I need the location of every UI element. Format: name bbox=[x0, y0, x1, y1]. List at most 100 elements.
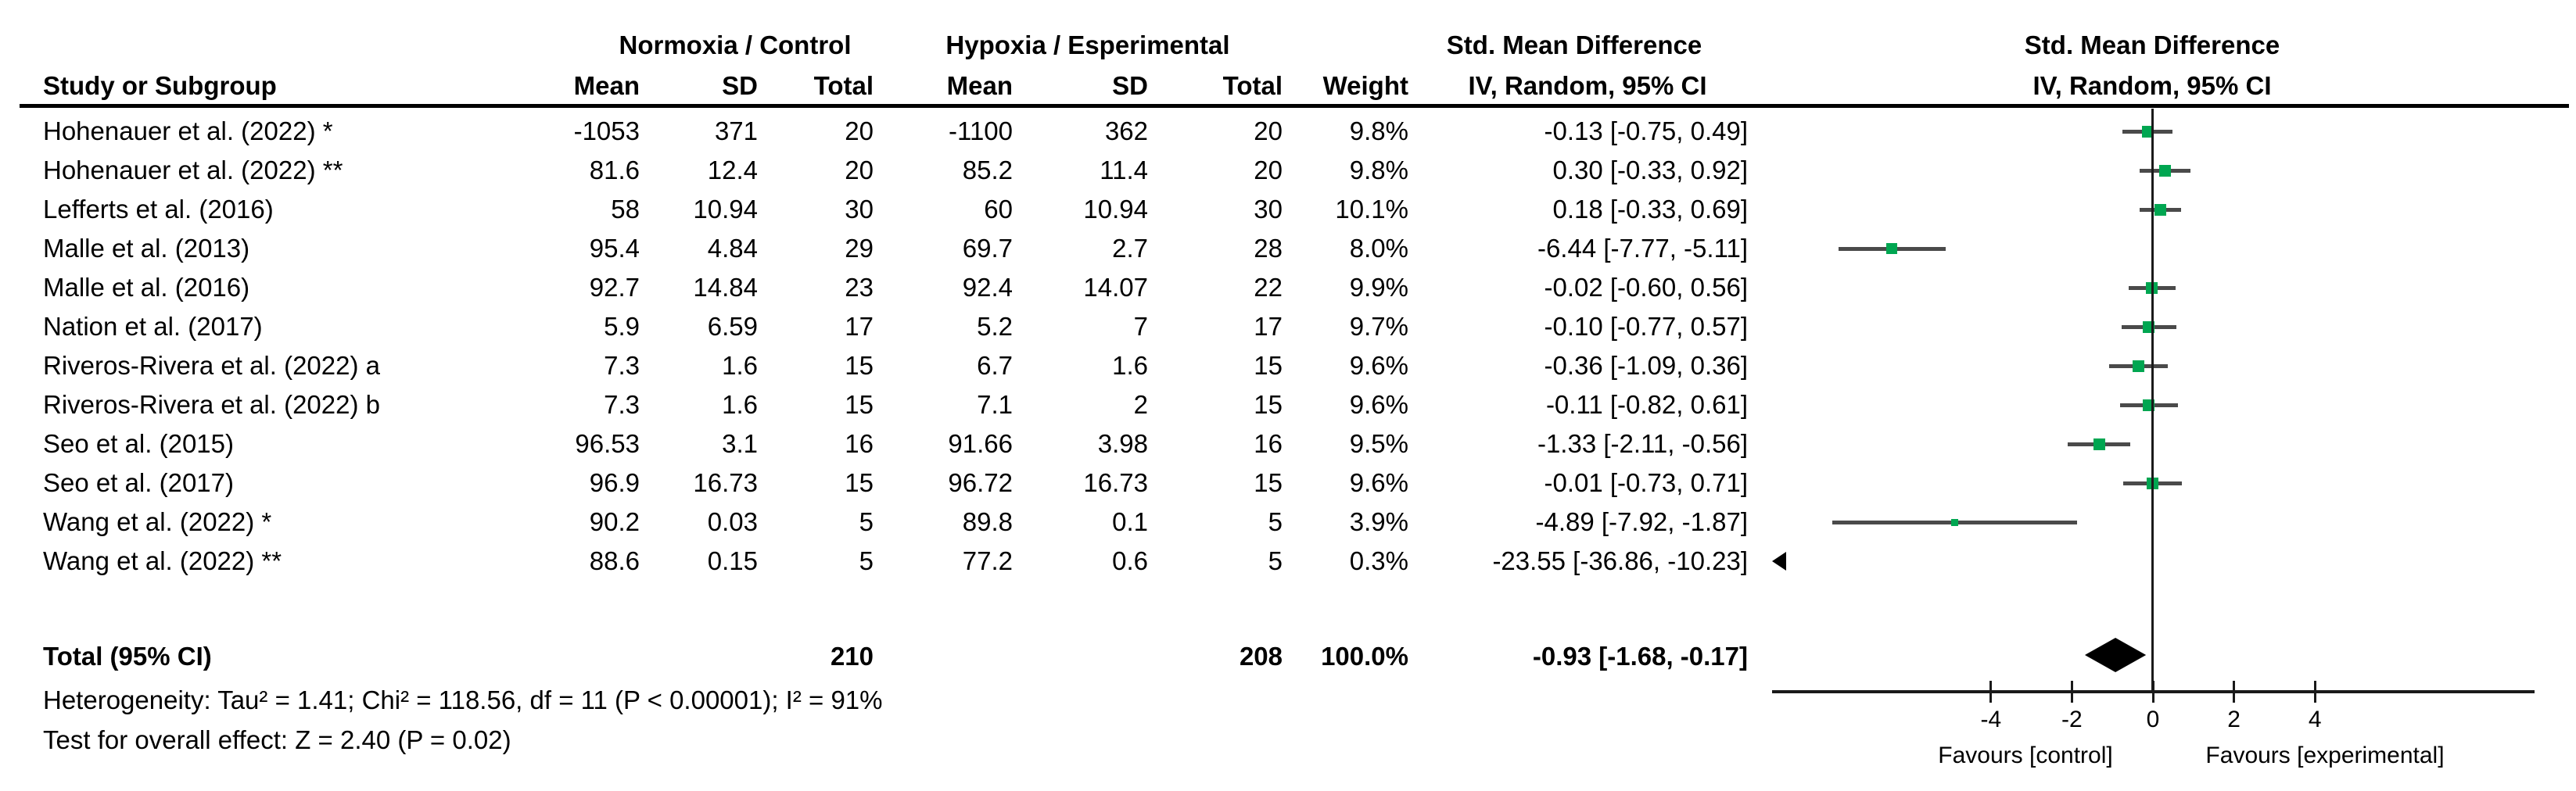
weight-cell: 3.9% bbox=[1349, 507, 1408, 536]
group-header-hypoxia-experimental: Hypoxia / Esperimental bbox=[945, 30, 1230, 59]
control-mean-cell: 88.6 bbox=[589, 546, 640, 575]
control-total-cell: 5 bbox=[859, 507, 874, 536]
control-sd-cell: 16.73 bbox=[693, 468, 758, 497]
control-sd-cell: 371 bbox=[714, 116, 758, 145]
control-total-cell: 20 bbox=[845, 116, 874, 145]
control-total-cell: 15 bbox=[845, 351, 874, 380]
experimental-total-cell: 5 bbox=[1268, 507, 1283, 536]
effect-square bbox=[1886, 243, 1898, 254]
experimental-total-cell: 30 bbox=[1254, 195, 1283, 224]
control-mean-cell: 96.9 bbox=[589, 468, 640, 497]
x-axis-tick bbox=[2233, 681, 2236, 703]
axis-tick-label: 4 bbox=[2308, 707, 2322, 732]
study-label: Malle et al. (2016) bbox=[43, 273, 250, 302]
control-total-cell: 15 bbox=[845, 390, 874, 419]
ci-text-cell: -0.10 [-0.77, 0.57] bbox=[1544, 312, 1748, 341]
x-axis-tick bbox=[2070, 681, 2073, 703]
experimental-total-cell: 20 bbox=[1254, 116, 1283, 145]
experimental-sd-cell: 0.1 bbox=[1112, 507, 1148, 536]
group-header-normoxia-control: Normoxia / Control bbox=[619, 30, 852, 59]
experimental-sd-cell: 2 bbox=[1133, 390, 1148, 419]
weight-cell: 0.3% bbox=[1349, 546, 1408, 575]
control-total-cell: 15 bbox=[845, 468, 874, 497]
study-label: Wang et al. (2022) ** bbox=[43, 546, 282, 575]
axis-tick-label: 2 bbox=[2227, 707, 2241, 732]
zero-line bbox=[2151, 109, 2154, 692]
study-label: Hohenauer et al. (2022) * bbox=[43, 116, 333, 145]
plot-header-method: IV, Random, 95% CI bbox=[2032, 71, 2272, 100]
weight-cell: 8.0% bbox=[1349, 234, 1408, 263]
column-header-weight: Weight bbox=[1322, 71, 1408, 100]
study-label: Seo et al. (2015) bbox=[43, 429, 234, 458]
column-header-sd-1: SD bbox=[722, 71, 758, 100]
experimental-total-cell: 20 bbox=[1254, 156, 1283, 184]
effect-square bbox=[2093, 438, 2105, 450]
ci-text-cell: -23.55 [-36.86, -10.23] bbox=[1492, 546, 1748, 575]
axis-tick-label: 0 bbox=[2146, 707, 2160, 732]
experimental-total-cell: 16 bbox=[1254, 429, 1283, 458]
column-header-study: Study or Subgroup bbox=[43, 71, 277, 100]
control-sd-cell: 14.84 bbox=[693, 273, 758, 302]
control-total-cell: 5 bbox=[859, 546, 874, 575]
experimental-mean-cell: 6.7 bbox=[977, 351, 1013, 380]
weight-cell: 9.6% bbox=[1349, 468, 1408, 497]
total-n-control: 210 bbox=[830, 642, 874, 671]
control-mean-cell: 95.4 bbox=[589, 234, 640, 263]
experimental-mean-cell: 7.1 bbox=[977, 390, 1013, 419]
control-sd-cell: 3.1 bbox=[722, 429, 758, 458]
favours-experimental-label: Favours [experimental] bbox=[2205, 743, 2445, 768]
column-header-mean-1: Mean bbox=[573, 71, 640, 100]
heterogeneity-note: Heterogeneity: Tau² = 1.41; Chi² = 118.5… bbox=[43, 685, 883, 714]
effect-square bbox=[2154, 203, 2166, 216]
experimental-sd-cell: 16.73 bbox=[1083, 468, 1148, 497]
study-label: Lefferts et al. (2016) bbox=[43, 195, 274, 224]
experimental-mean-cell: 85.2 bbox=[962, 156, 1013, 184]
effect-square bbox=[2132, 360, 2144, 372]
control-total-cell: 23 bbox=[845, 273, 874, 302]
weight-cell: 9.8% bbox=[1349, 116, 1408, 145]
axis-tick-label: -4 bbox=[1980, 707, 2002, 732]
control-mean-cell: 7.3 bbox=[604, 351, 640, 380]
column-header-total-1: Total bbox=[813, 71, 874, 100]
x-axis-tick bbox=[2151, 681, 2154, 703]
control-mean-cell: 90.2 bbox=[589, 507, 640, 536]
experimental-total-cell: 15 bbox=[1254, 390, 1283, 419]
experimental-mean-cell: 89.8 bbox=[962, 507, 1013, 536]
weight-cell: 9.6% bbox=[1349, 390, 1408, 419]
column-header-total-2: Total bbox=[1222, 71, 1283, 100]
control-total-cell: 20 bbox=[845, 156, 874, 184]
control-sd-cell: 6.59 bbox=[707, 312, 758, 341]
experimental-sd-cell: 3.98 bbox=[1097, 429, 1148, 458]
header-divider bbox=[20, 104, 2569, 108]
total-weight: 100.0% bbox=[1321, 642, 1408, 671]
ci-text-cell: -0.36 [-1.09, 0.36] bbox=[1544, 351, 1748, 380]
experimental-total-cell: 15 bbox=[1254, 351, 1283, 380]
plot-header-smd: Std. Mean Difference bbox=[2024, 30, 2280, 59]
experimental-total-cell: 5 bbox=[1268, 546, 1283, 575]
favours-control-label: Favours [control] bbox=[1938, 743, 2113, 768]
overall-effect-note: Test for overall effect: Z = 2.40 (P = 0… bbox=[43, 725, 511, 754]
control-sd-cell: 10.94 bbox=[693, 195, 758, 224]
experimental-total-cell: 15 bbox=[1254, 468, 1283, 497]
control-mean-cell: 96.53 bbox=[575, 429, 640, 458]
weight-cell: 9.8% bbox=[1349, 156, 1408, 184]
control-total-cell: 29 bbox=[845, 234, 874, 263]
experimental-total-cell: 28 bbox=[1254, 234, 1283, 263]
ci-text-cell: -0.02 [-0.60, 0.56] bbox=[1544, 273, 1748, 302]
weight-cell: 9.5% bbox=[1349, 429, 1408, 458]
ci-offscale-left-arrow bbox=[1772, 552, 1786, 571]
experimental-sd-cell: 362 bbox=[1104, 116, 1148, 145]
study-label: Riveros-Rivera et al. (2022) b bbox=[43, 390, 380, 419]
control-sd-cell: 4.84 bbox=[707, 234, 758, 263]
effect-square bbox=[2159, 164, 2172, 177]
weight-cell: 9.9% bbox=[1349, 273, 1408, 302]
axis-tick-label: -2 bbox=[2061, 707, 2083, 732]
control-mean-cell: 58 bbox=[611, 195, 640, 224]
column-header-method: IV, Random, 95% CI bbox=[1468, 71, 1707, 100]
pooled-diamond bbox=[2084, 638, 2147, 672]
experimental-mean-cell: 69.7 bbox=[962, 234, 1013, 263]
control-mean-cell: 7.3 bbox=[604, 390, 640, 419]
control-mean-cell: 81.6 bbox=[589, 156, 640, 184]
ci-text-cell: -1.33 [-2.11, -0.56] bbox=[1537, 429, 1748, 458]
control-sd-cell: 0.03 bbox=[707, 507, 758, 536]
